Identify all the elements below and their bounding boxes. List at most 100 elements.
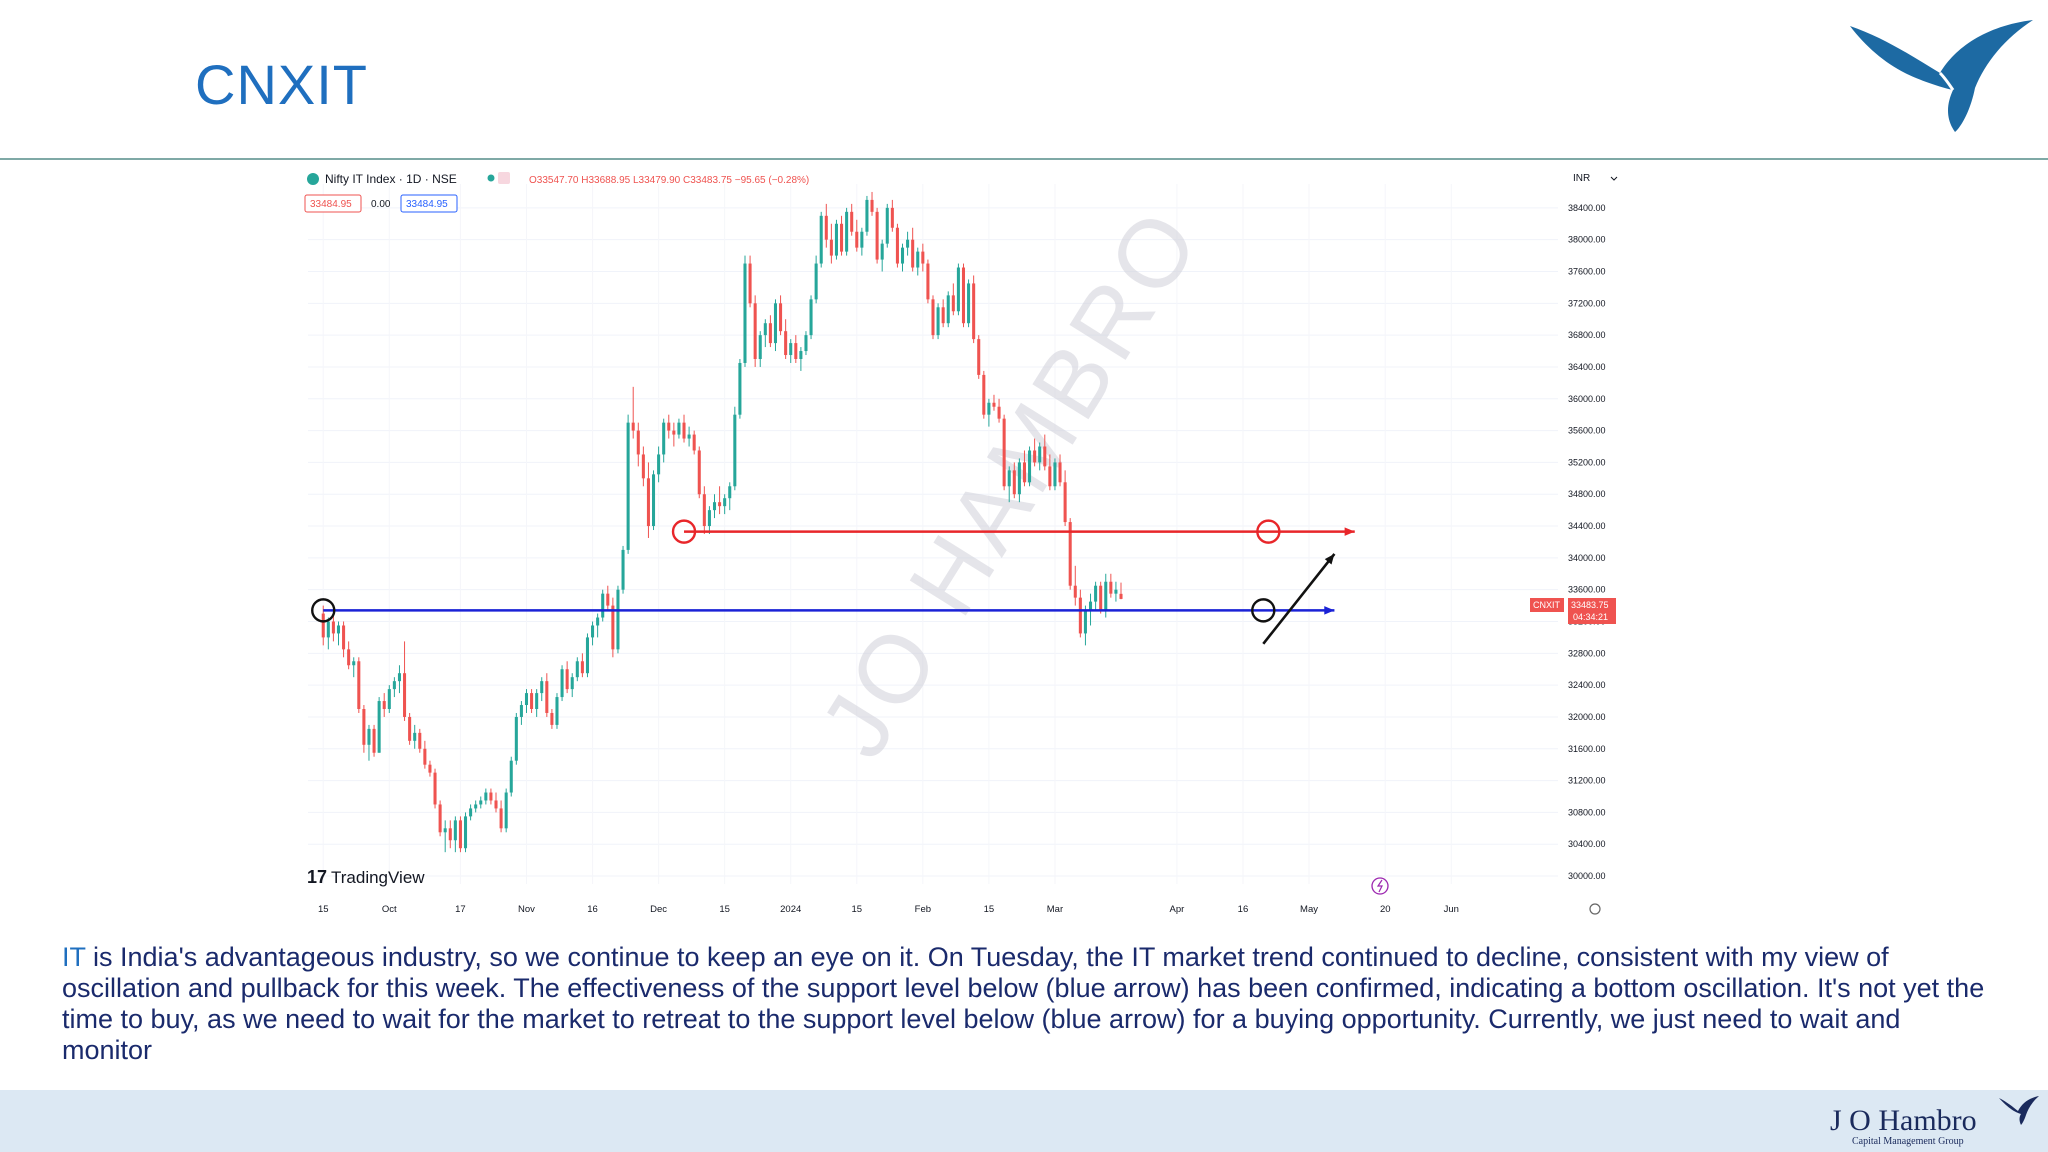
candle-body	[779, 303, 783, 332]
y-tick-label: 31600.00	[1568, 744, 1606, 754]
candle-body	[591, 625, 595, 638]
settings-gear-icon[interactable]	[1589, 903, 1601, 915]
y-tick-label: 37200.00	[1568, 298, 1606, 308]
annotation-circle[interactable]	[1251, 598, 1276, 623]
candle-body	[321, 613, 325, 638]
candle-body	[499, 808, 503, 829]
x-tick-label: 20	[1380, 904, 1391, 915]
bar-countdown: 04:34:21	[1573, 612, 1608, 622]
candle-body	[514, 716, 518, 761]
candle-body	[824, 215, 828, 240]
candle-body	[890, 207, 894, 228]
x-tick-label: Oct	[382, 904, 397, 915]
trend-arrow[interactable]	[1262, 553, 1336, 645]
chart-grid	[308, 184, 1558, 884]
candle-body	[575, 661, 579, 678]
candle-body	[438, 804, 442, 833]
candle-body	[463, 816, 468, 849]
candle-body	[392, 681, 396, 690]
sell-price-box[interactable]	[304, 194, 362, 213]
x-tick-label: 15	[984, 904, 995, 915]
y-tick-label: 30800.00	[1568, 807, 1606, 817]
x-tick-label: Apr	[1170, 904, 1185, 915]
y-tick-label: 34000.00	[1568, 553, 1606, 563]
x-tick-label: 15	[851, 904, 862, 915]
y-tick-label: 35600.00	[1568, 426, 1606, 436]
candle-body	[707, 510, 711, 527]
ohlc-values: O33547.70 H33688.95 L33479.90 C33483.75 …	[529, 175, 809, 186]
candle-body	[718, 502, 722, 507]
annotation-circle[interactable]	[1256, 519, 1281, 544]
candle-body	[494, 800, 498, 809]
annotation-circle[interactable]	[671, 519, 697, 544]
candle-body	[489, 792, 493, 801]
annotation-circle[interactable]	[311, 598, 336, 623]
candle-body	[626, 422, 630, 550]
candle-body	[885, 207, 889, 244]
candle-body	[870, 199, 874, 212]
candle-body	[753, 303, 757, 359]
candle-body	[916, 251, 920, 268]
candle-body	[804, 335, 808, 352]
legend-toggle-icon[interactable]	[498, 172, 510, 184]
candle-body	[342, 625, 346, 650]
currency-selector[interactable]: INR	[1573, 173, 1590, 184]
lightning-event-icon[interactable]	[1371, 877, 1389, 895]
candle-body	[433, 772, 437, 805]
last-price-symbol-tag	[1530, 598, 1564, 612]
candle-body	[850, 211, 854, 232]
candle-body	[956, 267, 960, 312]
candle-body	[560, 669, 564, 698]
candle-body	[1083, 609, 1087, 634]
lightning-bolt-icon	[1376, 879, 1383, 893]
candle-body	[972, 283, 976, 340]
candle-body	[428, 764, 432, 773]
candle-body	[1063, 482, 1067, 523]
candle-body	[1088, 601, 1093, 610]
candle-body	[524, 693, 529, 706]
spread-value: 0.00	[371, 199, 391, 210]
candle-body	[961, 267, 966, 324]
candle-body	[336, 625, 341, 634]
symbol-title[interactable]: Nifty IT Index · 1D · NSE	[325, 172, 457, 186]
x-tick-label: 17	[455, 904, 466, 915]
candle-body	[1038, 446, 1042, 463]
x-tick-label: Feb	[915, 904, 931, 915]
buy-price-box[interactable]	[400, 194, 458, 213]
candle-body	[672, 430, 676, 435]
candle-body	[1078, 597, 1082, 634]
candle-body	[997, 406, 1001, 419]
candle-body	[611, 605, 615, 650]
resistance-arrow-head	[1344, 527, 1355, 536]
footer-tagline: Capital Management Group	[1852, 1136, 1964, 1147]
candle-body	[509, 760, 513, 793]
candle-body	[601, 593, 605, 618]
x-tick-label: Dec	[650, 904, 667, 915]
candlestick-chart[interactable]: JO HAMBRO 38400.00 38000.00 37600.00 37200.…	[298, 164, 1630, 924]
y-tick-label: 36800.00	[1568, 330, 1606, 340]
candle-body	[377, 701, 381, 753]
chevron-down-icon[interactable]	[1610, 176, 1618, 181]
candle-body	[875, 211, 879, 260]
candle-body	[895, 227, 899, 264]
candle-body	[453, 820, 457, 841]
y-tick-label: 32000.00	[1568, 712, 1606, 722]
y-tick-label: 37600.00	[1568, 267, 1606, 277]
candle-body	[723, 498, 727, 507]
candle-body	[362, 709, 366, 745]
candle-body	[667, 422, 671, 431]
annotations	[311, 519, 1355, 645]
candle-body	[357, 661, 361, 709]
candle-body	[768, 323, 772, 344]
symbol-logo-icon	[307, 173, 319, 185]
price-chart[interactable]: JO HAMBRO 38400.00 38000.00 37600.00 37200.…	[298, 164, 1630, 924]
candle-body	[900, 247, 905, 264]
y-tick-label: 34800.00	[1568, 489, 1606, 499]
candle-body	[1119, 593, 1123, 599]
candle-body	[1043, 446, 1047, 467]
candle-body	[1094, 585, 1098, 602]
candle-body	[702, 494, 706, 527]
x-tick-label: Jun	[1444, 904, 1459, 915]
candle-body	[906, 239, 910, 248]
candle-body	[799, 351, 803, 359]
